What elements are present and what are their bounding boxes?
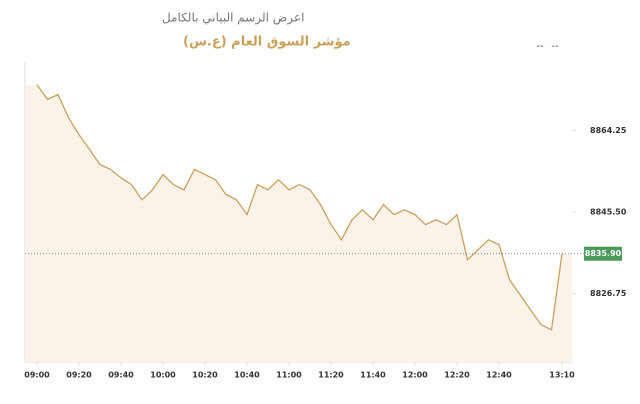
- x-tick-label: 12:00: [402, 371, 428, 380]
- y-tick-label: 8826.75: [590, 289, 627, 298]
- x-tick-label: 11:20: [318, 371, 344, 380]
- chart-title: مؤشر السوق العام (ع.س): [183, 35, 351, 50]
- area: [25, 84, 572, 362]
- percent: --: [551, 41, 559, 52]
- x-tick-label: 11:00: [276, 371, 302, 380]
- y-tick-label: 8864.25: [590, 126, 627, 135]
- x-tick-label: 09:00: [24, 371, 50, 380]
- full-chart-link[interactable]: اعرض الرسم البياني بالكامل: [162, 11, 304, 26]
- x-tick-label: 09:40: [108, 371, 134, 380]
- x-tick-label: 10:20: [192, 371, 218, 380]
- current-box: [584, 246, 622, 261]
- x-tick-label: 11:40: [360, 371, 386, 380]
- x-tick-label: 12:40: [486, 371, 512, 380]
- y-tick-label: 8845.50: [590, 208, 627, 217]
- x-tick-label: 10:40: [234, 371, 260, 380]
- x-tick-label: 10:00: [150, 371, 176, 380]
- change: --: [536, 41, 544, 52]
- current-label: 8835.90: [585, 249, 622, 258]
- price-line: [36, 84, 563, 331]
- x-tick-label: 09:20: [66, 371, 92, 380]
- x-tick-label: 12:20: [444, 371, 470, 380]
- x-tick-label: 13:10: [549, 371, 575, 380]
